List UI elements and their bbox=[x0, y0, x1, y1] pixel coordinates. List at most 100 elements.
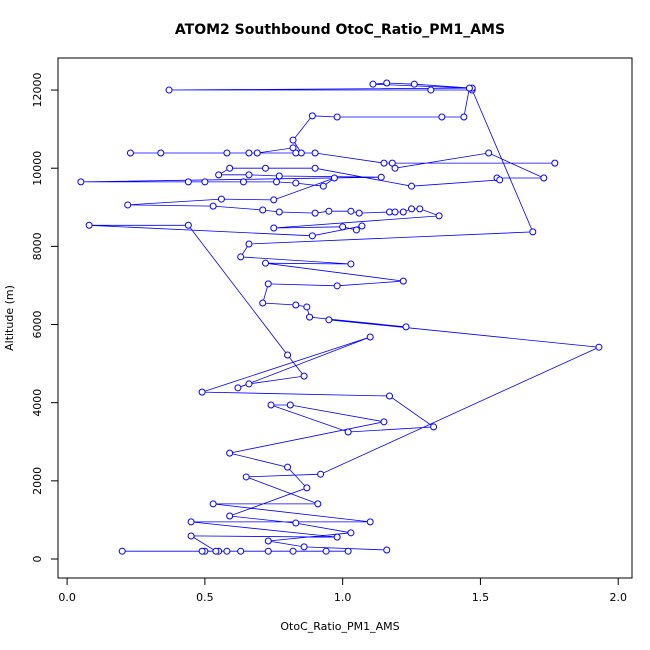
x-tick-label: 0.0 bbox=[58, 591, 76, 604]
data-point bbox=[377, 173, 385, 181]
data-point bbox=[245, 240, 253, 248]
x-tick-label: 1.5 bbox=[472, 591, 490, 604]
data-point bbox=[201, 178, 209, 186]
data-point bbox=[460, 113, 468, 121]
data-point bbox=[245, 380, 253, 388]
data-point bbox=[198, 547, 206, 555]
data-point bbox=[355, 209, 363, 217]
y-tick-label: 12000 bbox=[31, 73, 44, 108]
data-point bbox=[292, 519, 300, 527]
data-point bbox=[85, 221, 93, 229]
data-point bbox=[237, 253, 245, 261]
data-point bbox=[347, 207, 355, 215]
data-point bbox=[239, 178, 247, 186]
y-tick-label: 2000 bbox=[31, 467, 44, 495]
data-point bbox=[347, 260, 355, 268]
data-point bbox=[402, 323, 410, 331]
data-point bbox=[292, 301, 300, 309]
data-point bbox=[267, 401, 275, 409]
data-point bbox=[333, 282, 341, 290]
data-point bbox=[383, 546, 391, 554]
data-point bbox=[223, 149, 231, 157]
data-point bbox=[303, 303, 311, 311]
data-point bbox=[311, 164, 319, 172]
data-point bbox=[380, 418, 388, 426]
data-point bbox=[435, 212, 443, 220]
data-point bbox=[383, 79, 391, 87]
data-point bbox=[369, 80, 377, 88]
y-tick-label: 0 bbox=[31, 556, 44, 563]
data-point bbox=[245, 149, 253, 157]
data-point bbox=[259, 299, 267, 307]
data-point bbox=[157, 149, 165, 157]
data-point bbox=[352, 226, 360, 234]
data-point bbox=[289, 547, 297, 555]
data-point bbox=[308, 112, 316, 120]
data-point bbox=[261, 259, 269, 267]
data-point bbox=[496, 176, 504, 184]
data-point bbox=[347, 529, 355, 537]
data-point bbox=[226, 164, 234, 172]
data-point bbox=[223, 547, 231, 555]
data-point bbox=[333, 533, 341, 541]
data-point bbox=[184, 221, 192, 229]
data-point bbox=[187, 518, 195, 526]
x-tick-label: 2.0 bbox=[609, 591, 627, 604]
data-point bbox=[366, 518, 374, 526]
x-axis-label: OtoC_Ratio_PM1_AMS bbox=[280, 620, 399, 633]
data-point bbox=[284, 463, 292, 471]
data-point bbox=[226, 512, 234, 520]
y-axis-label: Altitude (m) bbox=[3, 285, 16, 351]
data-point bbox=[165, 86, 173, 94]
data-point bbox=[286, 401, 294, 409]
data-point bbox=[438, 113, 446, 121]
data-point bbox=[306, 313, 314, 321]
data-point bbox=[391, 164, 399, 172]
data-point bbox=[408, 205, 416, 213]
data-point bbox=[264, 280, 272, 288]
data-point bbox=[529, 228, 537, 236]
data-point bbox=[386, 392, 394, 400]
data-point bbox=[237, 547, 245, 555]
data-point bbox=[264, 537, 272, 545]
y-tick-label: 4000 bbox=[31, 389, 44, 417]
data-point bbox=[322, 547, 330, 555]
data-point bbox=[209, 202, 217, 210]
data-point bbox=[314, 500, 322, 508]
data-line bbox=[80, 82, 601, 552]
data-point bbox=[245, 171, 253, 179]
y-tick-label: 10000 bbox=[31, 151, 44, 186]
data-point bbox=[270, 196, 278, 204]
data-point bbox=[311, 209, 319, 217]
data-point bbox=[333, 113, 341, 121]
data-point bbox=[366, 333, 374, 341]
data-point bbox=[118, 547, 126, 555]
data-point bbox=[292, 149, 300, 157]
data-point bbox=[391, 208, 399, 216]
data-point bbox=[259, 206, 267, 214]
data-point bbox=[551, 159, 559, 167]
data-point bbox=[284, 351, 292, 359]
data-point bbox=[399, 277, 407, 285]
data-point bbox=[430, 423, 438, 431]
data-point bbox=[77, 178, 85, 186]
data-point bbox=[264, 547, 272, 555]
data-point bbox=[427, 86, 435, 94]
data-point bbox=[212, 547, 220, 555]
data-point bbox=[273, 178, 281, 186]
data-point bbox=[358, 222, 366, 230]
data-point bbox=[330, 174, 338, 182]
x-tick-label: 1.0 bbox=[334, 591, 352, 604]
data-point bbox=[289, 136, 297, 144]
data-point bbox=[242, 473, 250, 481]
data-point bbox=[226, 449, 234, 457]
data-point bbox=[325, 207, 333, 215]
data-point bbox=[275, 208, 283, 216]
data-point bbox=[344, 547, 352, 555]
data-point bbox=[270, 224, 278, 232]
plot-frame bbox=[57, 57, 633, 579]
data-point bbox=[311, 149, 319, 157]
data-point bbox=[317, 470, 325, 478]
data-point bbox=[410, 80, 418, 88]
